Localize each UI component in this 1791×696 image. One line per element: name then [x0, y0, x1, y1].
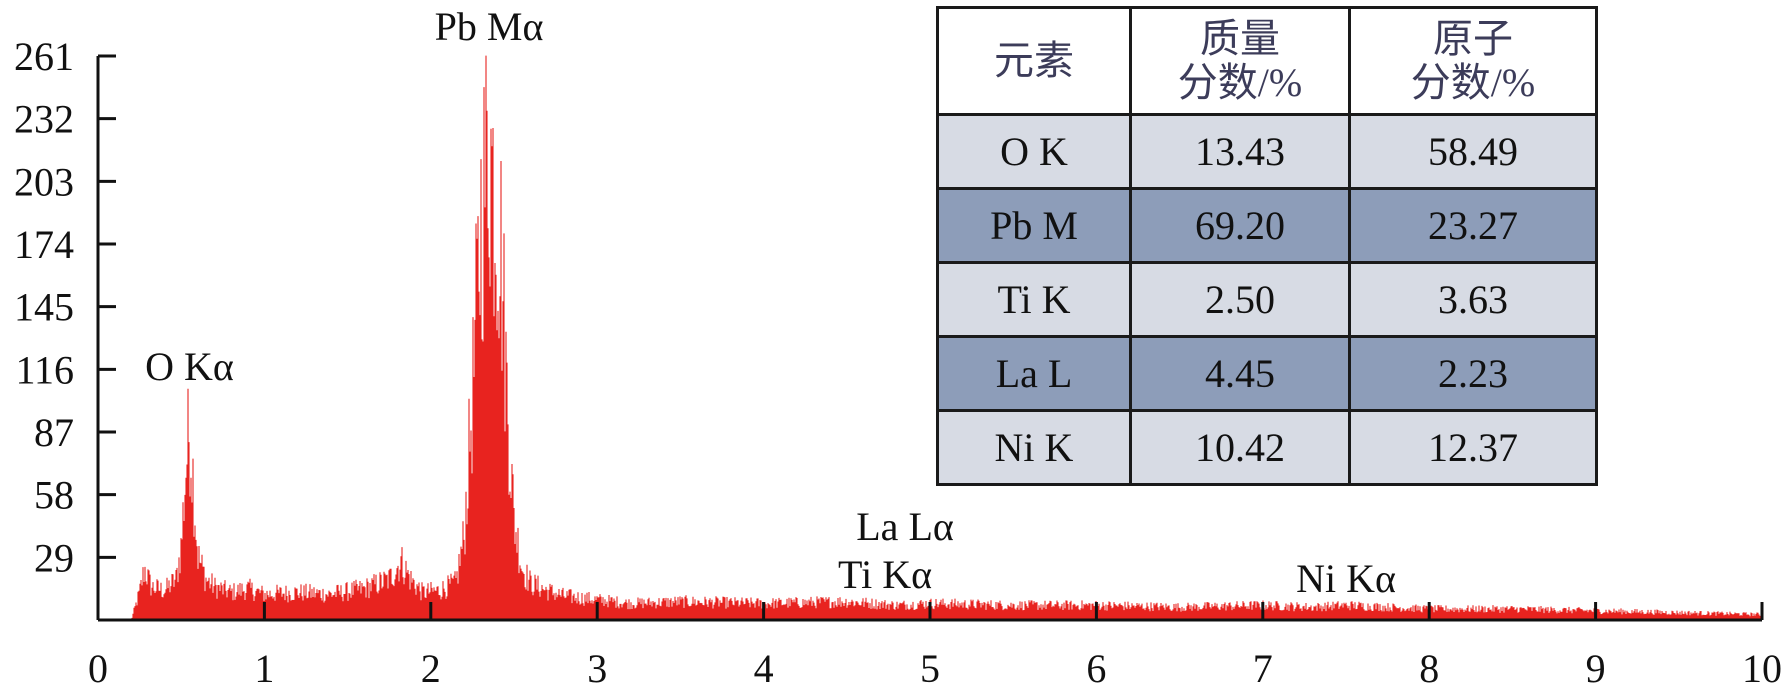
cell-atomic: 58.49 [1348, 113, 1598, 190]
header-mass-line1: 质量 [1200, 16, 1280, 61]
header-element-line1: 元素 [994, 38, 1074, 83]
peak-label: Ti Kα [838, 552, 932, 597]
table-row: Pb M 69.20 23.27 [936, 187, 1598, 264]
cell-mass: 69.20 [1129, 187, 1351, 264]
y-tick-label: 261 [14, 34, 74, 79]
x-tick-label: 5 [920, 646, 940, 691]
y-tick-label: 116 [15, 347, 74, 392]
x-tick-label: 9 [1586, 646, 1606, 691]
header-atomic-line1: 原子 [1433, 16, 1513, 61]
header-mass: 质量 分数/% [1129, 6, 1351, 116]
peak-label: O Kα [145, 344, 234, 389]
y-tick-label: 145 [14, 285, 74, 330]
header-element: 元素 [936, 6, 1132, 116]
cell-atomic: 23.27 [1348, 187, 1598, 264]
x-tick-label: 8 [1419, 646, 1439, 691]
peak-label: Pb Mα [435, 4, 544, 49]
header-mass-line2: 分数/% [1177, 60, 1303, 105]
cell-mass: 13.43 [1129, 113, 1351, 190]
x-tick-label: 2 [421, 646, 441, 691]
header-atomic: 原子 分数/% [1348, 6, 1598, 116]
y-tick-label: 87 [34, 410, 74, 455]
table-header-row: 元素 质量 分数/% 原子 分数/% [936, 6, 1598, 116]
cell-element: Ti K [936, 261, 1132, 338]
y-tick-label: 232 [14, 97, 74, 142]
cell-atomic: 2.23 [1348, 335, 1598, 412]
x-tick-label: 6 [1086, 646, 1106, 691]
cell-element: Pb M [936, 187, 1132, 264]
x-tick-label: 10 [1742, 646, 1782, 691]
cell-atomic: 3.63 [1348, 261, 1598, 338]
table-row: Ni K 10.42 12.37 [936, 409, 1598, 486]
cell-element: O K [936, 113, 1132, 190]
x-tick-label: 3 [587, 646, 607, 691]
cell-element: Ni K [936, 409, 1132, 486]
x-tick-label: 0 [88, 646, 108, 691]
y-tick-label: 203 [14, 159, 74, 204]
x-tick-label: 4 [754, 646, 774, 691]
y-tick-label: 29 [34, 535, 74, 580]
y-tick-label: 174 [14, 222, 74, 267]
spectrum-layer [131, 55, 1763, 620]
table-row: O K 13.43 58.49 [936, 113, 1598, 190]
y-tick-label: 58 [34, 473, 74, 518]
ticks-layer: 0 1 2 3 4 5 6 7 8 9 10 29 58 87 116 145 174 203 232 261 [14, 34, 1782, 691]
x-tick-label: 1 [254, 646, 274, 691]
cell-mass: 10.42 [1129, 409, 1351, 486]
peak-label: Ni Kα [1296, 556, 1396, 601]
composition-table: 元素 质量 分数/% 原子 分数/% O K 13.43 58.49 Pb M … [936, 6, 1598, 486]
header-atomic-line2: 分数/% [1410, 60, 1536, 105]
cell-mass: 2.50 [1129, 261, 1351, 338]
spectrum-series [131, 55, 1763, 620]
x-tick-label: 7 [1253, 646, 1273, 691]
table-row: La L 4.45 2.23 [936, 335, 1598, 412]
cell-atomic: 12.37 [1348, 409, 1598, 486]
cell-element: La L [936, 335, 1132, 412]
peak-label: La Lα [856, 504, 954, 549]
table-row: Ti K 2.50 3.63 [936, 261, 1598, 338]
cell-mass: 4.45 [1129, 335, 1351, 412]
